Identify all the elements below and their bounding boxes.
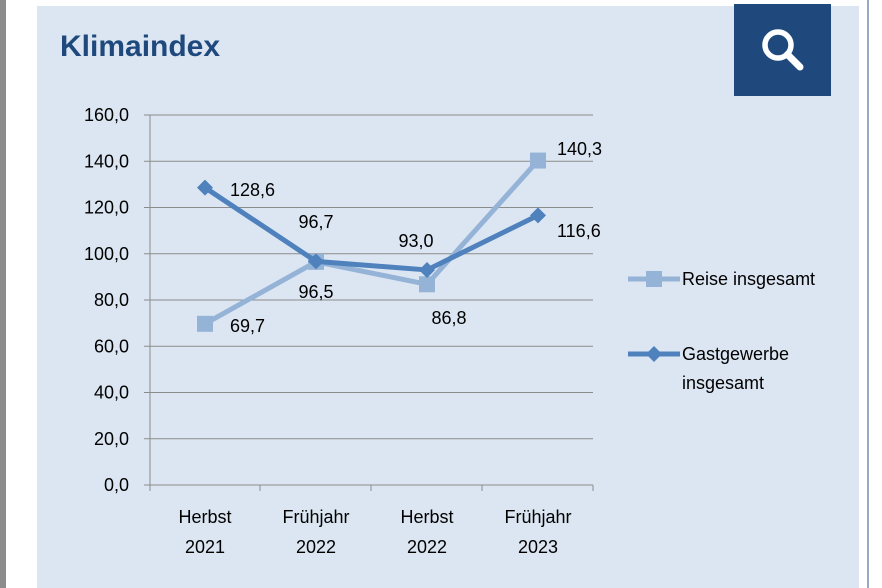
chart-panel: [37, 6, 859, 588]
x-tick-label: Frühjahr: [282, 507, 349, 527]
x-tick-label: 2023: [518, 537, 558, 557]
data-label: 116,6: [557, 221, 601, 241]
data-point: [419, 261, 435, 278]
series-line-reise: [203, 158, 540, 327]
y-tick-label: 140,0: [84, 151, 129, 171]
data-point: [530, 152, 546, 169]
data-label: 128,6: [230, 180, 275, 200]
search-icon: [761, 29, 803, 71]
data-point: [308, 253, 324, 270]
y-tick-label: 120,0: [84, 198, 129, 218]
x-tick-label: 2021: [185, 537, 225, 557]
data-label: 69,7: [230, 316, 265, 336]
y-tick-label: 20,0: [94, 429, 129, 449]
data-label: 140,3: [557, 139, 602, 159]
legend-marker: [646, 346, 662, 362]
data-label: 86,8: [431, 308, 466, 328]
chart-title: Klimaindex: [60, 30, 221, 63]
x-tick-label: Herbst: [400, 507, 453, 527]
search-button[interactable]: [734, 4, 831, 96]
y-tick-label: 40,0: [94, 383, 129, 403]
y-tick-label: 160,0: [84, 105, 129, 125]
legend-marker: [646, 271, 662, 287]
data-label: 96,5: [298, 282, 333, 302]
y-tick-label: 0,0: [104, 475, 129, 495]
y-tick-label: 100,0: [84, 244, 129, 264]
legend-label: insgesamt: [682, 373, 764, 393]
data-point: [419, 276, 435, 293]
data-point: [197, 179, 213, 196]
data-point: [197, 315, 213, 332]
y-tick-label: 60,0: [94, 336, 129, 356]
x-tick-label: Herbst: [178, 507, 231, 527]
data-label: 96,7: [298, 212, 333, 232]
data-label: 93,0: [398, 231, 433, 251]
series-line-gastgewerbe: [203, 185, 540, 273]
left-border: [0, 0, 6, 588]
legend-label: Gastgewerbe: [682, 344, 789, 364]
x-tick-label: Frühjahr: [504, 507, 571, 527]
y-tick-label: 80,0: [94, 290, 129, 310]
x-tick-label: 2022: [407, 537, 447, 557]
data-point: [530, 207, 546, 224]
legend-label: Reise insgesamt: [682, 269, 815, 289]
right-border: [867, 0, 882, 588]
x-tick-label: 2022: [296, 537, 336, 557]
